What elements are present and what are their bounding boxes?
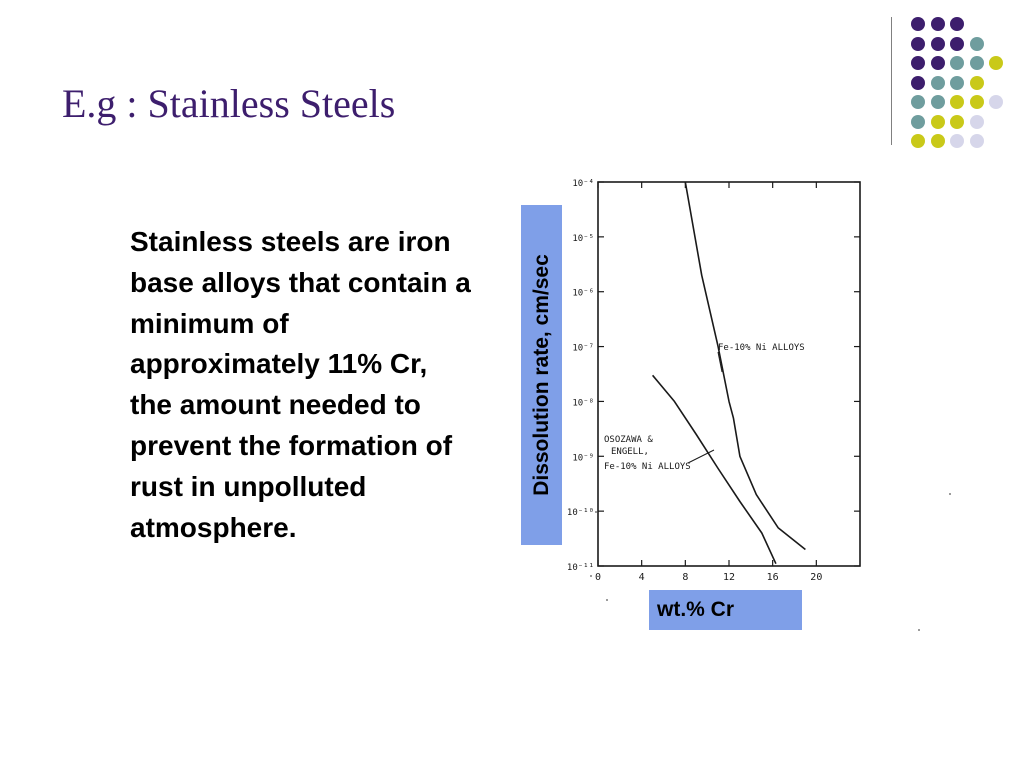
series-line-osozawa-engell <box>651 374 777 565</box>
x-tick-label: 0 <box>595 572 601 583</box>
x-tick-label: 20 <box>810 572 822 583</box>
y-tick-label: 10⁻⁷ <box>572 344 594 354</box>
scan-speck <box>949 493 951 495</box>
y-tick-label: 10⁻⁴ <box>572 179 594 189</box>
annotation-leader <box>717 351 723 373</box>
y-axis-label-box: Dissolution rate, cm/sec <box>521 205 562 545</box>
y-tick-label: 10⁻⁵ <box>572 234 594 244</box>
title-divider <box>891 17 892 145</box>
y-tick-label: 10⁻⁶ <box>572 289 594 299</box>
annotation-fe-ni-alloys: Fe-10% Ni ALLOYS <box>718 343 805 353</box>
x-tick-label: 16 <box>767 572 779 583</box>
x-tick-label: 4 <box>639 572 645 583</box>
annotation-fe-ni-alloys-2: Fe-10% Ni ALLOYS <box>604 462 691 472</box>
x-tick-label: 12 <box>723 572 735 583</box>
annotation-engell: ENGELL, <box>611 447 649 457</box>
x-axis-label-box: wt.% Cr <box>649 590 802 630</box>
slide-title: E.g : Stainless Steels <box>62 81 396 126</box>
x-axis-label: wt.% Cr <box>657 598 735 621</box>
scan-speck <box>590 575 592 577</box>
annotation-leader-2 <box>687 449 715 464</box>
y-axis-label: Dissolution rate, cm/sec <box>529 254 553 496</box>
plot-frame <box>597 181 861 567</box>
y-tick-label: 10⁻¹¹ <box>567 563 594 573</box>
x-tick-label: 8 <box>682 572 688 583</box>
body-paragraph: Stainless steels are iron base alloys th… <box>130 226 471 543</box>
scan-speck <box>918 629 920 631</box>
scan-speck <box>595 511 597 513</box>
y-tick-label: 10⁻⁸ <box>572 398 594 408</box>
series-line-fe-ni-alloys <box>684 181 806 551</box>
scan-speck <box>606 599 608 601</box>
annotation-osozawa: OSOZAWA & <box>604 435 653 445</box>
y-tick-label: 10⁻¹⁰ <box>567 508 594 518</box>
y-tick-label: 10⁻⁹ <box>572 453 594 463</box>
